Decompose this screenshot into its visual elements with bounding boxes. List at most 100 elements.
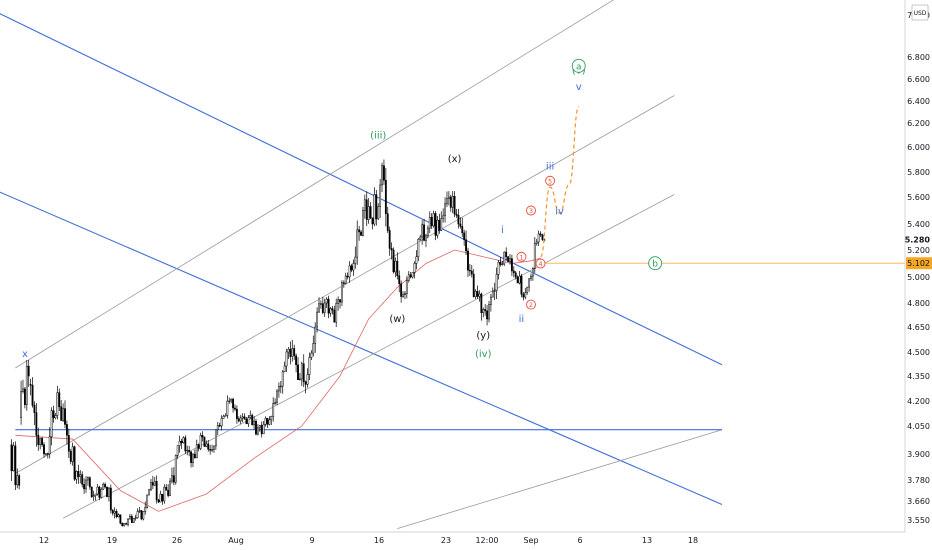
candle <box>27 360 30 387</box>
y-tick-label: 6.400 <box>907 97 930 106</box>
candle <box>178 435 181 453</box>
candle-body <box>29 384 32 386</box>
candle-body <box>58 392 61 408</box>
candle-body <box>35 412 38 436</box>
candle <box>193 449 196 459</box>
candle-body <box>308 357 311 375</box>
candle <box>520 273 523 298</box>
candle <box>455 209 458 218</box>
candle <box>285 348 288 373</box>
candle <box>241 413 244 423</box>
candle <box>41 436 44 447</box>
x-tick-label: 18 <box>688 536 698 545</box>
candle-body <box>411 272 414 278</box>
candle <box>486 305 488 326</box>
candle <box>421 220 424 245</box>
candle <box>73 445 76 481</box>
candle-body <box>344 275 347 284</box>
candle-body <box>262 423 265 435</box>
candle-body <box>132 518 135 523</box>
candle-body <box>426 227 429 236</box>
candle <box>302 354 305 387</box>
candle <box>453 191 456 218</box>
candle-body <box>130 516 133 523</box>
candle <box>442 208 445 223</box>
candle-body <box>285 351 288 367</box>
candle <box>148 488 150 496</box>
candle <box>138 506 141 513</box>
circled-label-text: b <box>652 260 658 270</box>
candle <box>489 293 492 312</box>
candle-body <box>205 443 208 447</box>
circled-label-text: 1 <box>519 253 523 261</box>
y-tick-label: 4.500 <box>907 348 930 357</box>
candle-body <box>237 418 240 422</box>
candle <box>54 413 57 420</box>
candle <box>268 416 271 426</box>
candle <box>377 203 380 221</box>
candle-body <box>413 263 416 273</box>
y-tick-label: 4.650 <box>907 323 930 332</box>
candle <box>287 346 290 360</box>
x-tick-label: 6 <box>577 536 582 545</box>
candle-body <box>392 249 395 273</box>
candle-body <box>186 449 189 452</box>
candle <box>360 229 362 236</box>
y-tick-label: 5.600 <box>907 193 930 202</box>
candle <box>503 251 506 266</box>
candle-body <box>77 471 80 477</box>
candle <box>524 287 527 300</box>
candle <box>83 478 86 494</box>
candle-body <box>54 415 57 419</box>
candle-body <box>489 296 492 305</box>
candle <box>214 429 217 450</box>
candle <box>90 486 93 498</box>
candle-body <box>507 256 510 262</box>
candle <box>79 470 82 484</box>
candle <box>304 380 307 394</box>
candle <box>400 280 403 303</box>
candle <box>75 470 78 484</box>
y-tick-label: 5.400 <box>907 220 930 229</box>
candle-body <box>405 280 408 294</box>
candle-body <box>533 243 536 269</box>
candle-body <box>537 233 540 243</box>
time-axis[interactable] <box>0 532 932 550</box>
candle <box>325 297 328 308</box>
candle-body <box>256 427 259 435</box>
candle-body <box>64 408 66 425</box>
candle <box>535 238 538 246</box>
candle <box>358 225 361 241</box>
candle <box>94 493 97 501</box>
candle-body <box>339 299 341 303</box>
candle <box>20 380 23 425</box>
candle-body <box>52 410 55 419</box>
candle <box>247 414 250 428</box>
candle <box>109 484 112 514</box>
candle-body <box>18 475 21 486</box>
candle-body <box>41 438 44 445</box>
candle <box>365 191 368 227</box>
wave-label: (y) <box>476 331 490 342</box>
candle <box>216 421 219 436</box>
candle <box>415 250 418 270</box>
candle <box>402 291 404 298</box>
candle <box>251 413 254 426</box>
candle <box>96 483 99 496</box>
candle <box>367 198 370 224</box>
candle <box>333 305 336 323</box>
candle-body <box>270 416 273 421</box>
candle-body <box>48 436 51 455</box>
candle-body <box>499 261 502 265</box>
candle-body <box>88 477 91 488</box>
candle-body <box>56 392 59 416</box>
candle-body <box>235 408 238 419</box>
candle-body <box>167 489 170 496</box>
candle-body <box>348 265 351 278</box>
candle <box>279 381 282 394</box>
candle-body <box>188 449 191 452</box>
candle <box>459 217 462 229</box>
candle-body <box>33 405 36 413</box>
candle-body <box>123 523 126 527</box>
